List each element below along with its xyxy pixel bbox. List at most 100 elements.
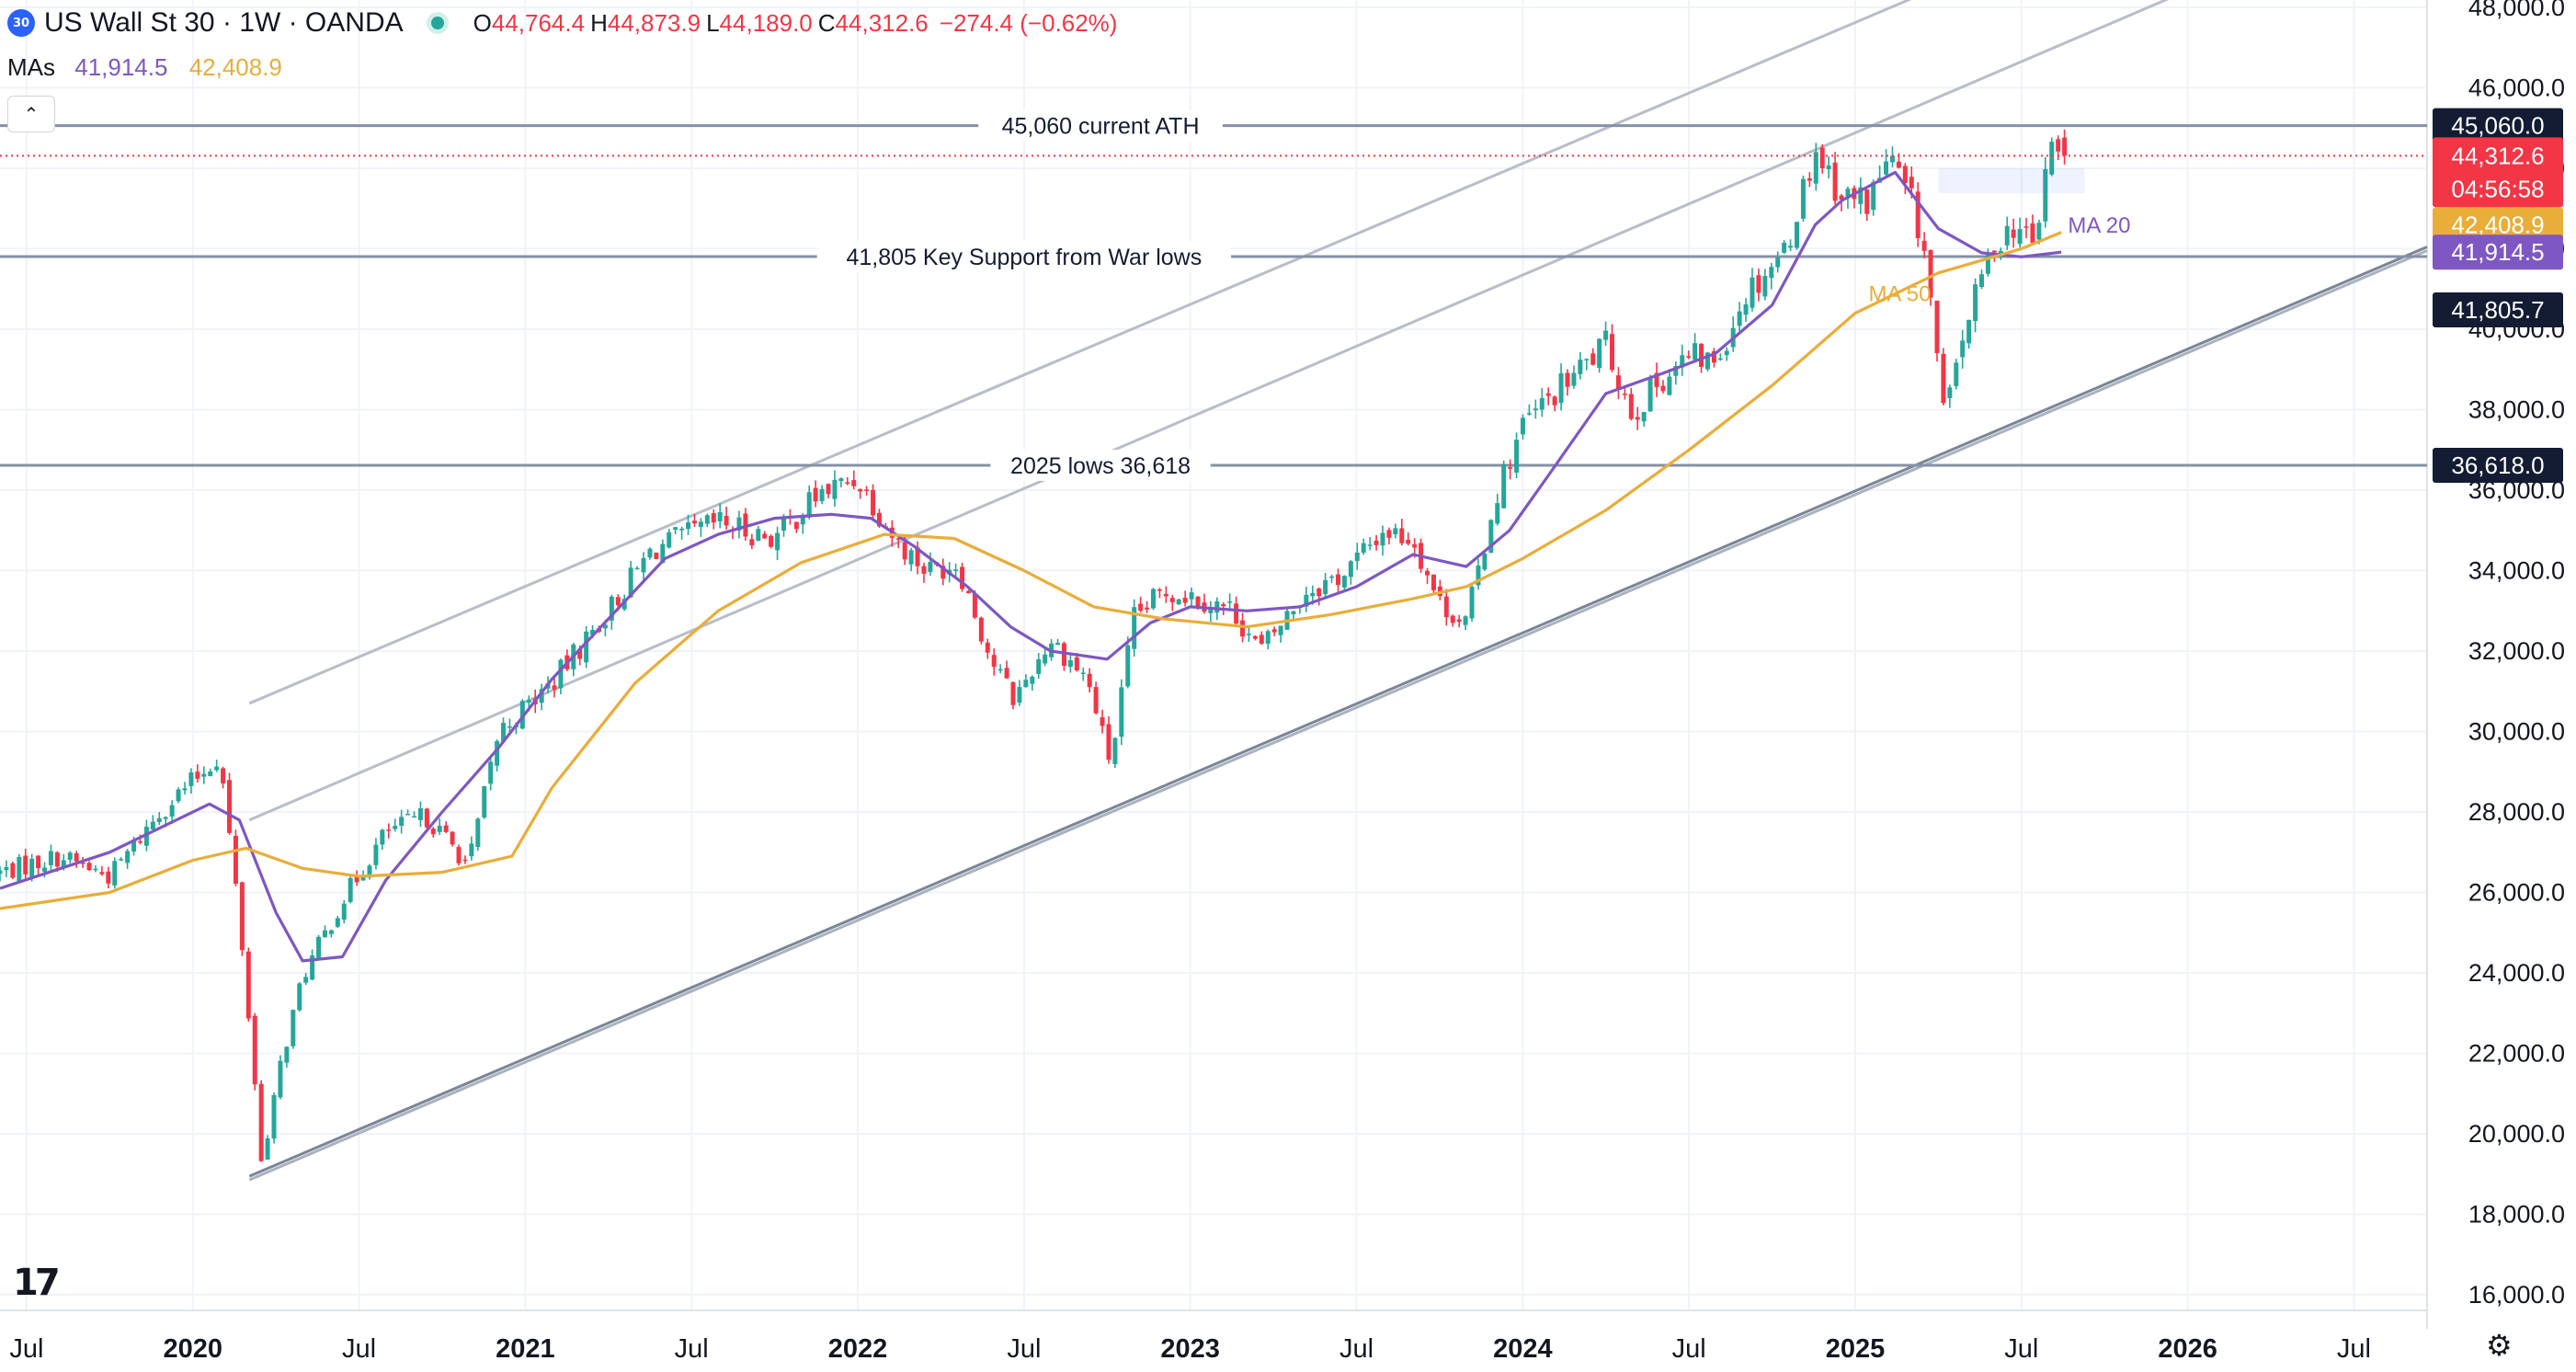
candle-body (590, 630, 596, 635)
candle-body (1954, 362, 1959, 386)
candle (1539, 387, 1544, 417)
y-tick-label: 22,000.0 (2468, 1040, 2565, 1068)
candle-body (456, 847, 462, 863)
candle-body (1482, 553, 1487, 570)
y-tick-label: 34,000.0 (2468, 557, 2565, 585)
candle-body (316, 936, 322, 958)
candle (928, 552, 933, 576)
candle (1061, 641, 1066, 671)
candle-body (1654, 372, 1659, 387)
open-label: O (473, 8, 492, 37)
x-tick-label: Jul (675, 1334, 709, 1364)
candle-body (252, 1015, 257, 1085)
candle (1150, 588, 1156, 611)
candle-body (813, 487, 818, 502)
lows-2025-tag-bg (2433, 447, 2563, 483)
candle (1641, 411, 1647, 427)
candle-body (621, 599, 627, 610)
candle-body (1067, 660, 1073, 668)
candle (405, 809, 411, 816)
candle-body (1106, 724, 1111, 760)
candle-body (1214, 600, 1220, 613)
candle (348, 874, 353, 904)
x-tick-label: 2026 (2158, 1334, 2217, 1364)
candle (1469, 584, 1475, 623)
ma-legend[interactable]: MAs 41,914.5 42,408.9 (7, 53, 282, 82)
x-tick-label: 2022 (828, 1334, 888, 1364)
candle (284, 1046, 290, 1068)
symbol-title-row[interactable]: 30 US Wall St 30 · 1W · OANDA O 44,764.4 … (7, 7, 1117, 39)
candle-body (93, 868, 98, 871)
candle-body (876, 512, 882, 527)
candle-body (1724, 350, 1729, 356)
candle (1004, 660, 1009, 680)
candle-body (953, 569, 959, 571)
candle (1762, 269, 1768, 301)
x-tick-label: Jul (1339, 1334, 1373, 1364)
symbol-title[interactable]: US Wall St 30 · 1W · OANDA (44, 7, 404, 38)
candle-body (482, 785, 487, 817)
candle-body (1399, 528, 1405, 543)
candle-body (393, 825, 398, 829)
candle (1323, 573, 1328, 599)
candle (1329, 574, 1335, 583)
candle (1234, 596, 1239, 627)
candle (182, 782, 188, 795)
candle (736, 510, 742, 539)
candle (1430, 574, 1436, 596)
candle (1145, 600, 1150, 613)
candle-body (1693, 343, 1698, 360)
chevron-up-icon: ⌃ (23, 104, 40, 125)
candle (450, 830, 455, 847)
candle-body (1641, 411, 1647, 422)
candle (1795, 222, 1800, 250)
candle-body (1456, 619, 1462, 623)
candle (552, 676, 557, 698)
candle-body (1915, 191, 1921, 238)
candle-body (902, 542, 907, 560)
candle (1093, 681, 1099, 715)
candle (1169, 594, 1175, 612)
tradingview-logo-icon[interactable]: 17 (13, 1262, 61, 1304)
candle-body (1074, 657, 1079, 671)
candle (756, 525, 761, 542)
candle-body (1145, 607, 1150, 610)
candle-body (1100, 717, 1105, 726)
candle-body (1061, 643, 1066, 667)
candle (1788, 239, 1794, 252)
candle-body (507, 726, 512, 728)
candle (2004, 216, 2010, 250)
candle (424, 807, 429, 832)
key-support-tag-bg (2433, 292, 2563, 328)
candle (335, 916, 340, 929)
candle-body (0, 870, 3, 875)
candle (1717, 353, 1723, 361)
candle-body (1584, 359, 1590, 360)
candle (762, 531, 768, 540)
candle-body (322, 930, 327, 938)
candle (1520, 414, 1525, 440)
candle-body (1271, 629, 1277, 633)
candle-body (915, 547, 920, 566)
ma20-tag: 41,914.5 (2451, 238, 2544, 266)
candle-body (373, 844, 379, 865)
collapse-legend-button[interactable]: ⌃ (7, 96, 55, 132)
candle (845, 476, 850, 486)
candle (1163, 586, 1168, 603)
x-tick-label: 2024 (1493, 1334, 1553, 1364)
candle (310, 949, 315, 981)
settings-gear-icon[interactable]: ⚙ (2486, 1329, 2513, 1362)
candle (698, 518, 703, 537)
candle (1087, 668, 1092, 693)
x-tick-label: 2020 (163, 1334, 222, 1364)
x-tick-label: Jul (2337, 1334, 2371, 1364)
candle (2043, 156, 2048, 228)
open-value: 44,764.4 (491, 8, 586, 37)
candle (1259, 631, 1264, 646)
candle-body (310, 955, 315, 980)
candle (940, 558, 946, 586)
candle-body (399, 817, 405, 826)
candle (1265, 629, 1271, 650)
candle-body (1310, 592, 1316, 597)
